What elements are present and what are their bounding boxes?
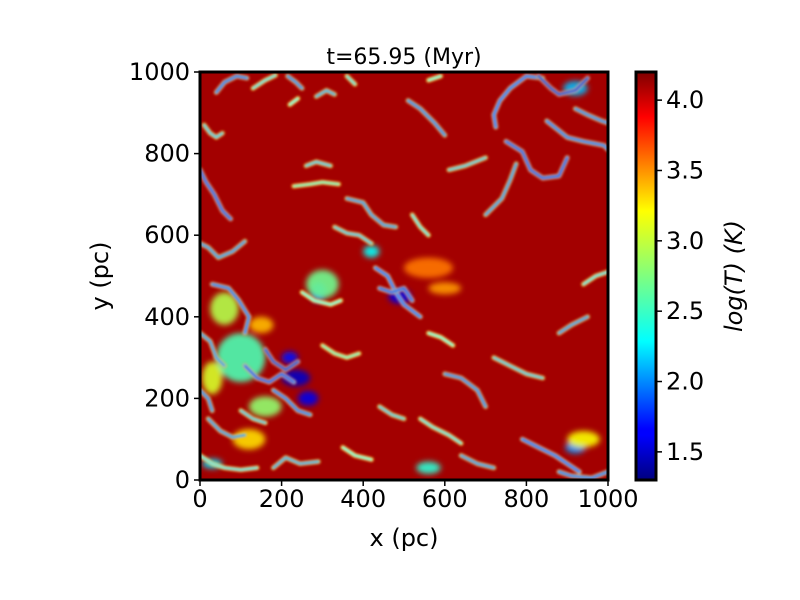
heatmap-blob (363, 245, 380, 258)
x-tick-label: 400 (340, 485, 386, 513)
filament (460, 454, 495, 469)
chart-title: t=65.95 (Myr) (326, 45, 481, 70)
heatmap-blob (216, 333, 266, 383)
colorbar-tick-label: 4.0 (666, 86, 704, 114)
filament (203, 124, 224, 139)
filament (378, 405, 405, 420)
filament (505, 140, 569, 180)
heatmap-blob (306, 269, 339, 299)
x-tick-label: 200 (259, 485, 305, 513)
filament (341, 446, 373, 461)
x-axis: 0 200 400 600 800 1000 (192, 480, 639, 513)
filament (345, 197, 397, 228)
filament (207, 417, 246, 439)
colorbar-tick-label: 2.5 (666, 297, 704, 325)
filament (200, 332, 226, 367)
y-tick-label: 600 (144, 221, 190, 249)
heatmap-blob (428, 282, 462, 295)
filament (200, 240, 246, 259)
x-tick-label: 0 (192, 485, 207, 513)
filament (252, 74, 277, 90)
heatmap-blob (248, 316, 274, 334)
filament (411, 213, 430, 237)
filament (200, 168, 232, 220)
filament (558, 315, 589, 335)
filament (321, 344, 361, 359)
filament (558, 470, 608, 479)
filament (484, 162, 518, 216)
x-tick-label: 600 (422, 485, 468, 513)
y-tick-label: 0 (175, 466, 190, 494)
filament (243, 364, 295, 384)
filament (537, 75, 589, 96)
x-tick-label: 800 (503, 485, 549, 513)
filament (492, 356, 544, 379)
filament (211, 283, 250, 335)
heatmap-blob (297, 391, 319, 406)
filament (200, 389, 214, 412)
filament (272, 456, 320, 469)
colorbar-tick-label: 3.5 (666, 156, 704, 184)
heatmap-blob (232, 429, 266, 450)
filament (315, 89, 336, 98)
colorbar-frame (634, 70, 658, 482)
colorbar-gradient (636, 72, 656, 480)
filament (286, 75, 303, 90)
filament (292, 181, 340, 188)
y-tick-label: 400 (144, 303, 190, 331)
colorbar-tick-label: 1.5 (666, 438, 704, 466)
y-tick-label: 200 (144, 384, 190, 412)
heatmap-blob (210, 292, 239, 325)
colorbar: 1.5 2.0 2.5 3.0 3.5 4.0 log(T) (K) (634, 70, 748, 482)
filament (407, 99, 446, 137)
filament (427, 332, 454, 347)
filament (305, 160, 332, 167)
filament (345, 75, 356, 86)
colorbar-tick-label: 2.0 (666, 368, 704, 396)
filament (492, 75, 544, 128)
heatmap-blob (202, 361, 223, 395)
filament (582, 270, 608, 286)
heatmap-blob (567, 431, 600, 448)
heatmap-blob (416, 461, 441, 474)
filament (215, 75, 248, 94)
filament (333, 226, 373, 245)
filament (545, 120, 608, 151)
filament (521, 438, 581, 473)
y-tick-label: 1000 (129, 58, 190, 86)
y-axis-label: y (pc) (86, 242, 114, 311)
colorbar-tick-label: 3.0 (666, 227, 704, 255)
filament (200, 454, 259, 471)
filament (419, 417, 463, 445)
filament (288, 97, 299, 106)
filament (239, 409, 267, 424)
heatmap-blob (281, 351, 298, 364)
plot-frame (198, 70, 610, 482)
filament (427, 75, 442, 82)
filament (443, 372, 487, 408)
heatmap-blob (248, 396, 282, 417)
filament (574, 107, 608, 124)
y-axis: 0 200 400 600 800 1000 (129, 58, 200, 494)
filament (378, 287, 414, 302)
heatmap-blob (281, 369, 311, 387)
filament (272, 389, 312, 416)
filament (264, 348, 299, 371)
heatmap-area (200, 72, 608, 480)
x-tick-label: 1000 (577, 485, 638, 513)
filament (301, 291, 342, 306)
colorbar-label: log(T) (K) (720, 220, 748, 332)
y-tick-label: 800 (144, 140, 190, 168)
filament (447, 156, 487, 171)
x-axis-label: x (pc) (370, 524, 439, 552)
heatmap-blob (404, 257, 453, 279)
